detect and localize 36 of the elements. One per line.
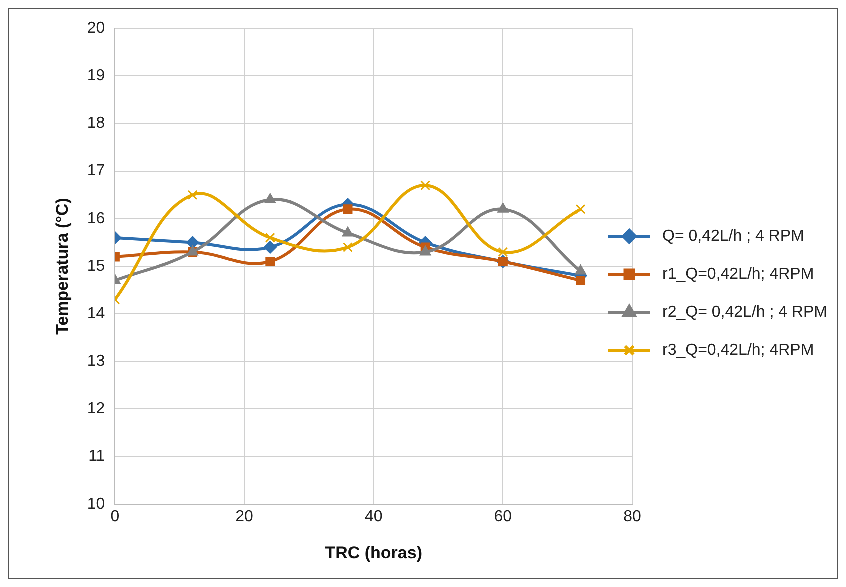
point [420, 246, 432, 256]
x-tick-label: 80 [624, 508, 642, 526]
y-tick-label: 14 [87, 305, 106, 322]
point [498, 247, 508, 258]
legend-label: r1_Q=0,42L/h; 4RPM [662, 266, 814, 283]
point [576, 276, 586, 286]
x-tick-label: 60 [494, 508, 512, 526]
point [188, 190, 198, 200]
legend-label: r2_Q= 0,42L/h ; 4 RPM [662, 304, 828, 321]
point [343, 204, 353, 214]
x-tick-label: 40 [364, 508, 383, 526]
point [186, 236, 200, 250]
point [575, 264, 586, 275]
y-tick-label: 11 [88, 448, 106, 466]
point [576, 204, 586, 214]
y-tick-label: 17 [87, 162, 106, 180]
y-axis-title: Temperatura (°C) [52, 198, 72, 335]
y-tick-label: 18 [87, 115, 106, 132]
point [265, 232, 276, 243]
y-tick-label: 16 [87, 210, 106, 228]
x-tick-label: 0 [110, 508, 120, 526]
y-tick-label: 15 [87, 258, 106, 275]
legend-label: r3_Q=0,42L/h; 4RPM [662, 342, 814, 359]
y-tick-label: 10 [87, 496, 106, 513]
point [266, 257, 276, 266]
y-tick-label: 12 [87, 400, 106, 418]
point [342, 226, 354, 237]
point [420, 180, 431, 191]
point [264, 240, 277, 254]
y-tick-label: 20 [87, 20, 106, 38]
x-axis-title: TRC (horas) [325, 543, 422, 562]
y-tick-label: 19 [87, 68, 106, 85]
point [342, 242, 353, 252]
x-tick-label: 20 [236, 508, 254, 526]
y-tick-label: 13 [87, 353, 106, 370]
legend-label: Q= 0,42L/h ; 4 RPM [662, 228, 804, 245]
